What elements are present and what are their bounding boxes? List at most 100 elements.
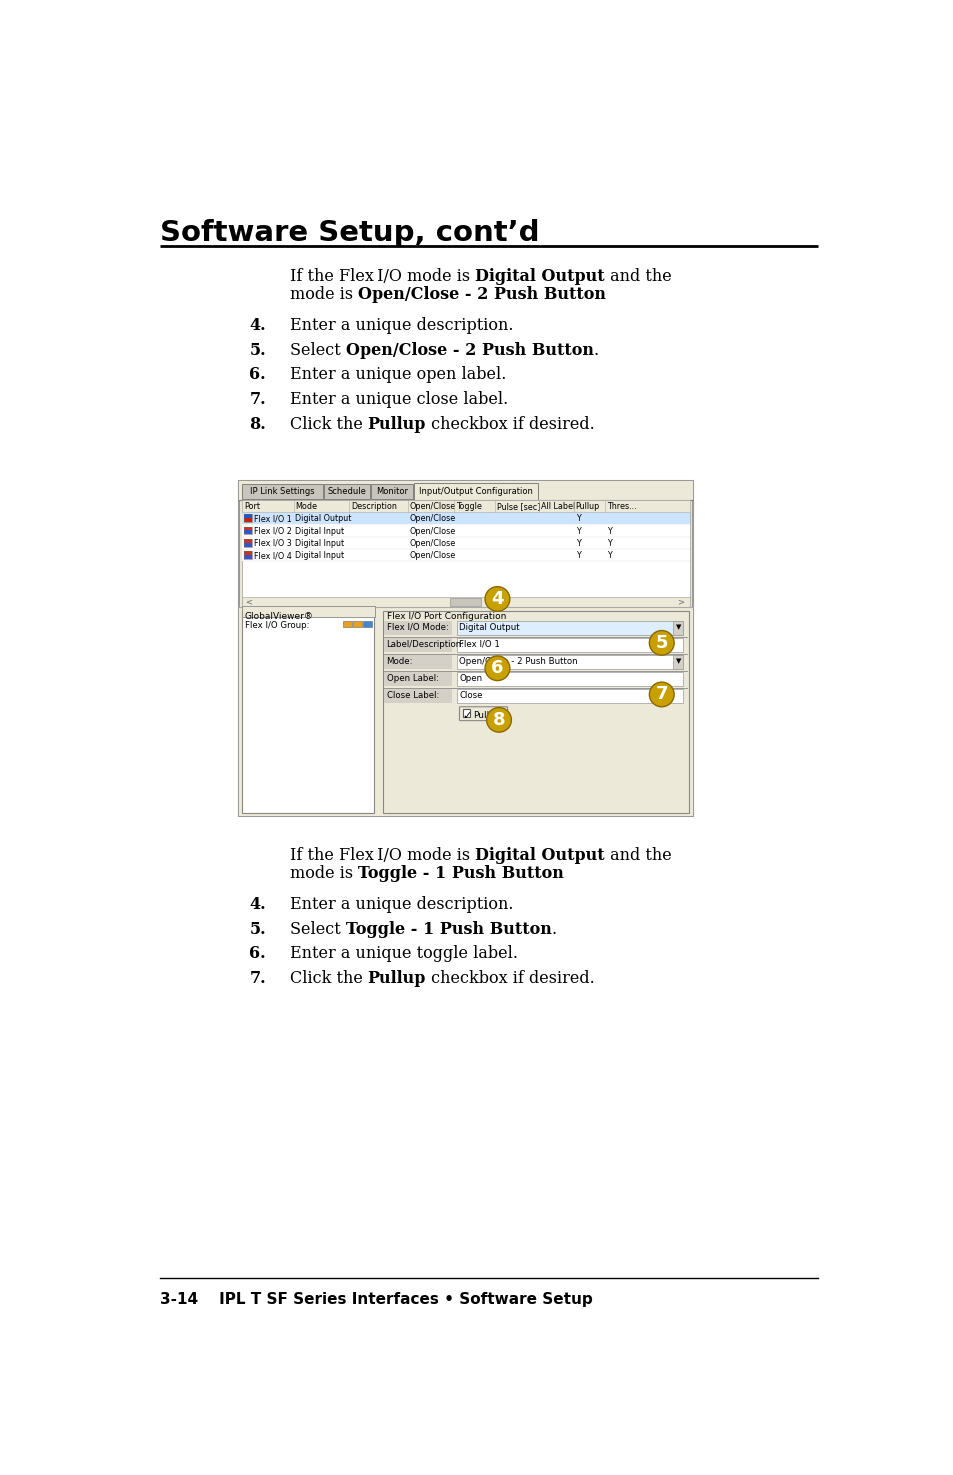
Text: Description: Description <box>351 502 396 510</box>
Text: Toggle - 1 Push Button: Toggle - 1 Push Button <box>345 920 551 938</box>
Text: Select: Select <box>290 342 345 358</box>
Text: Digital Output: Digital Output <box>475 268 604 285</box>
Text: mode is: mode is <box>290 864 357 882</box>
Text: GlobalViewer®: GlobalViewer® <box>245 612 314 621</box>
Text: .: . <box>551 920 556 938</box>
Text: Open/Close: Open/Close <box>409 515 455 524</box>
Text: and the: and the <box>604 268 671 285</box>
Text: Flex I/O 3: Flex I/O 3 <box>253 538 292 547</box>
Bar <box>244 555 252 559</box>
Bar <box>456 639 682 652</box>
Bar <box>244 527 252 534</box>
Bar <box>239 608 692 816</box>
Bar <box>244 527 252 531</box>
Bar <box>672 621 682 636</box>
Text: Open/Close: Open/Close <box>409 502 455 510</box>
Bar <box>244 515 252 518</box>
Text: 7.: 7. <box>249 391 266 409</box>
Text: Y: Y <box>575 552 579 560</box>
Text: >: > <box>677 597 683 606</box>
Text: Pullup: Pullup <box>367 416 426 432</box>
Bar <box>244 538 252 543</box>
Text: Pullup: Pullup <box>472 711 500 720</box>
Text: Flex I/O 1: Flex I/O 1 <box>459 640 499 649</box>
Bar <box>242 512 689 524</box>
Text: checkbox if desired.: checkbox if desired. <box>426 971 595 987</box>
Text: Toggle: Toggle <box>456 502 481 510</box>
Bar <box>384 673 452 686</box>
Text: Close Label:: Close Label: <box>386 690 438 699</box>
Bar <box>384 689 452 704</box>
Text: Pullup: Pullup <box>575 502 599 510</box>
Text: Enter a unique description.: Enter a unique description. <box>290 897 513 913</box>
Bar <box>242 549 689 560</box>
Text: Open/Close: Open/Close <box>409 527 455 535</box>
Text: If the Flex I/O mode is: If the Flex I/O mode is <box>290 847 475 864</box>
Text: Flex I/O 2: Flex I/O 2 <box>253 527 292 535</box>
Text: Open/Close - 2 Push Button: Open/Close - 2 Push Button <box>357 286 605 302</box>
Bar <box>384 621 452 636</box>
Circle shape <box>649 681 674 707</box>
Bar <box>242 537 689 549</box>
Bar <box>244 552 252 555</box>
Bar <box>371 484 413 499</box>
Bar <box>343 621 352 627</box>
Bar <box>363 621 372 627</box>
Text: Enter a unique close label.: Enter a unique close label. <box>290 391 507 409</box>
Text: 5: 5 <box>655 634 667 652</box>
Text: Y: Y <box>606 538 611 547</box>
Text: ▼: ▼ <box>675 658 680 664</box>
Text: 6.: 6. <box>249 945 266 963</box>
Bar <box>324 484 370 499</box>
Text: Digital Input: Digital Input <box>294 552 344 560</box>
Text: Pulse [sec]: Pulse [sec] <box>497 502 539 510</box>
Text: Flex I/O Mode:: Flex I/O Mode: <box>386 622 448 631</box>
Text: Input/Output Configuration: Input/Output Configuration <box>418 487 533 496</box>
Bar <box>384 639 452 652</box>
Bar <box>450 599 480 606</box>
Text: 7: 7 <box>655 686 667 704</box>
Text: <: < <box>245 597 252 606</box>
Text: Click the: Click the <box>290 416 367 432</box>
Text: Open: Open <box>459 674 482 683</box>
Bar <box>241 606 375 617</box>
Text: .: . <box>593 342 598 358</box>
Bar <box>244 538 252 547</box>
Bar <box>353 621 361 627</box>
Bar <box>244 515 252 522</box>
Bar <box>672 655 682 670</box>
Text: Flex I/O Group:: Flex I/O Group: <box>245 621 309 630</box>
Bar <box>244 543 252 547</box>
Text: Digital Output: Digital Output <box>459 622 519 631</box>
Text: Digital Output: Digital Output <box>475 847 604 864</box>
Bar <box>244 552 252 559</box>
Text: 4: 4 <box>491 590 503 608</box>
Text: All Label: All Label <box>540 502 575 510</box>
Bar <box>456 621 682 636</box>
Text: Port: Port <box>244 502 260 510</box>
Bar <box>382 611 688 813</box>
Bar <box>242 611 374 813</box>
Text: Enter a unique description.: Enter a unique description. <box>290 317 513 335</box>
Text: Enter a unique open label.: Enter a unique open label. <box>290 366 506 384</box>
Circle shape <box>649 630 674 655</box>
FancyBboxPatch shape <box>459 707 507 721</box>
Bar <box>242 524 689 537</box>
Text: Open/Close: Open/Close <box>409 538 455 547</box>
Bar <box>456 673 682 686</box>
Text: 4.: 4. <box>249 317 266 335</box>
Text: Digital Input: Digital Input <box>294 538 344 547</box>
Text: Mode:: Mode: <box>386 656 413 665</box>
Bar <box>462 709 470 717</box>
Text: 4.: 4. <box>249 897 266 913</box>
Text: Label/Description:: Label/Description: <box>386 640 464 649</box>
Text: and the: and the <box>604 847 671 864</box>
Text: Software Setup, cont’d: Software Setup, cont’d <box>159 220 538 248</box>
Text: 5.: 5. <box>249 342 266 358</box>
Text: 8: 8 <box>492 711 505 729</box>
Text: 3-14    IPL T SF Series Interfaces • Software Setup: 3-14 IPL T SF Series Interfaces • Softwa… <box>159 1292 592 1307</box>
Text: 7.: 7. <box>249 971 266 987</box>
Circle shape <box>484 656 509 680</box>
Text: Click the: Click the <box>290 971 367 987</box>
Text: Y: Y <box>575 515 579 524</box>
